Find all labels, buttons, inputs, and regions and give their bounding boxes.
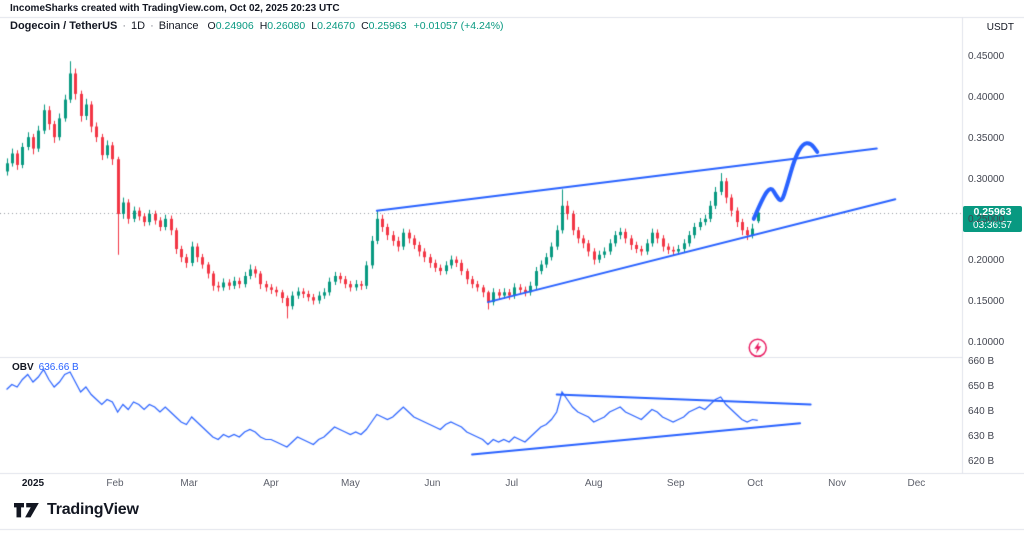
price-chart-canvas[interactable]	[0, 0, 1024, 535]
tradingview-chart-page: IncomeSharks created with TradingView.co…	[0, 0, 1024, 535]
